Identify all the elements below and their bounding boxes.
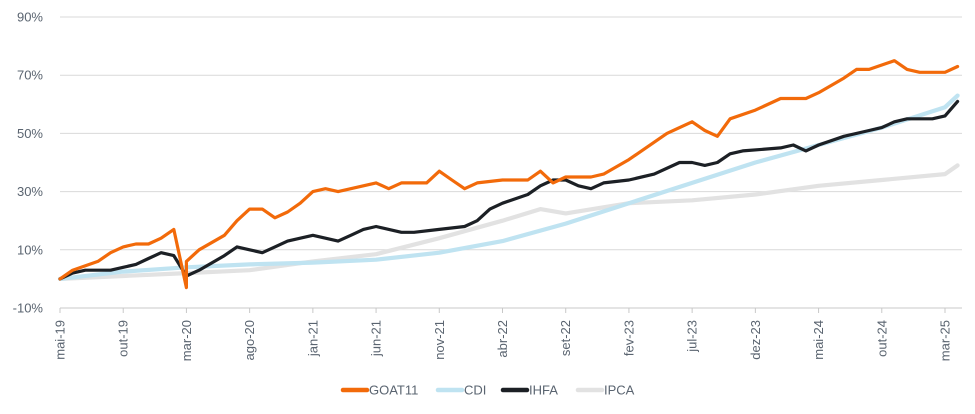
x-tick-label: fev-23 [621, 320, 636, 356]
series-line-ipca [57, 163, 960, 281]
x-tick-label: dez-23 [748, 320, 763, 360]
series-line-ihfa [58, 99, 960, 281]
x-tick-label: jun-21 [369, 320, 384, 357]
legend-label-ihfa: IHFA [529, 383, 558, 398]
x-tick-label: out-19 [116, 320, 131, 357]
x-tick-label: abr-22 [495, 320, 510, 358]
y-tick-label: 90% [17, 10, 43, 25]
legend-label-cdi: CDI [464, 383, 486, 398]
x-tick-label: mai-24 [811, 320, 826, 360]
y-tick-label: 30% [17, 184, 43, 199]
legend-label-ipca: IPCA [604, 383, 635, 398]
gridlines [60, 16, 962, 309]
legend-label-goat11: GOAT11 [369, 383, 418, 398]
x-tick-label: mar-25 [938, 320, 953, 361]
y-tick-label: 50% [17, 126, 43, 141]
y-tick-label: 70% [17, 68, 43, 83]
x-tick-label: mai-19 [53, 320, 68, 360]
x-tick-label: jul-23 [685, 320, 700, 353]
x-tick-label: ago-20 [242, 320, 257, 360]
y-tick-label: -10% [13, 301, 44, 316]
y-tick-label: 10% [17, 242, 43, 257]
x-tick-label: out-24 [874, 320, 889, 357]
series-line-goat11 [58, 59, 960, 290]
x-tick-label: mar-20 [179, 320, 194, 361]
x-tick-label: set-22 [558, 320, 573, 356]
x-tick-label: jan-21 [305, 320, 320, 357]
x-tick-label: nov-21 [432, 320, 447, 360]
